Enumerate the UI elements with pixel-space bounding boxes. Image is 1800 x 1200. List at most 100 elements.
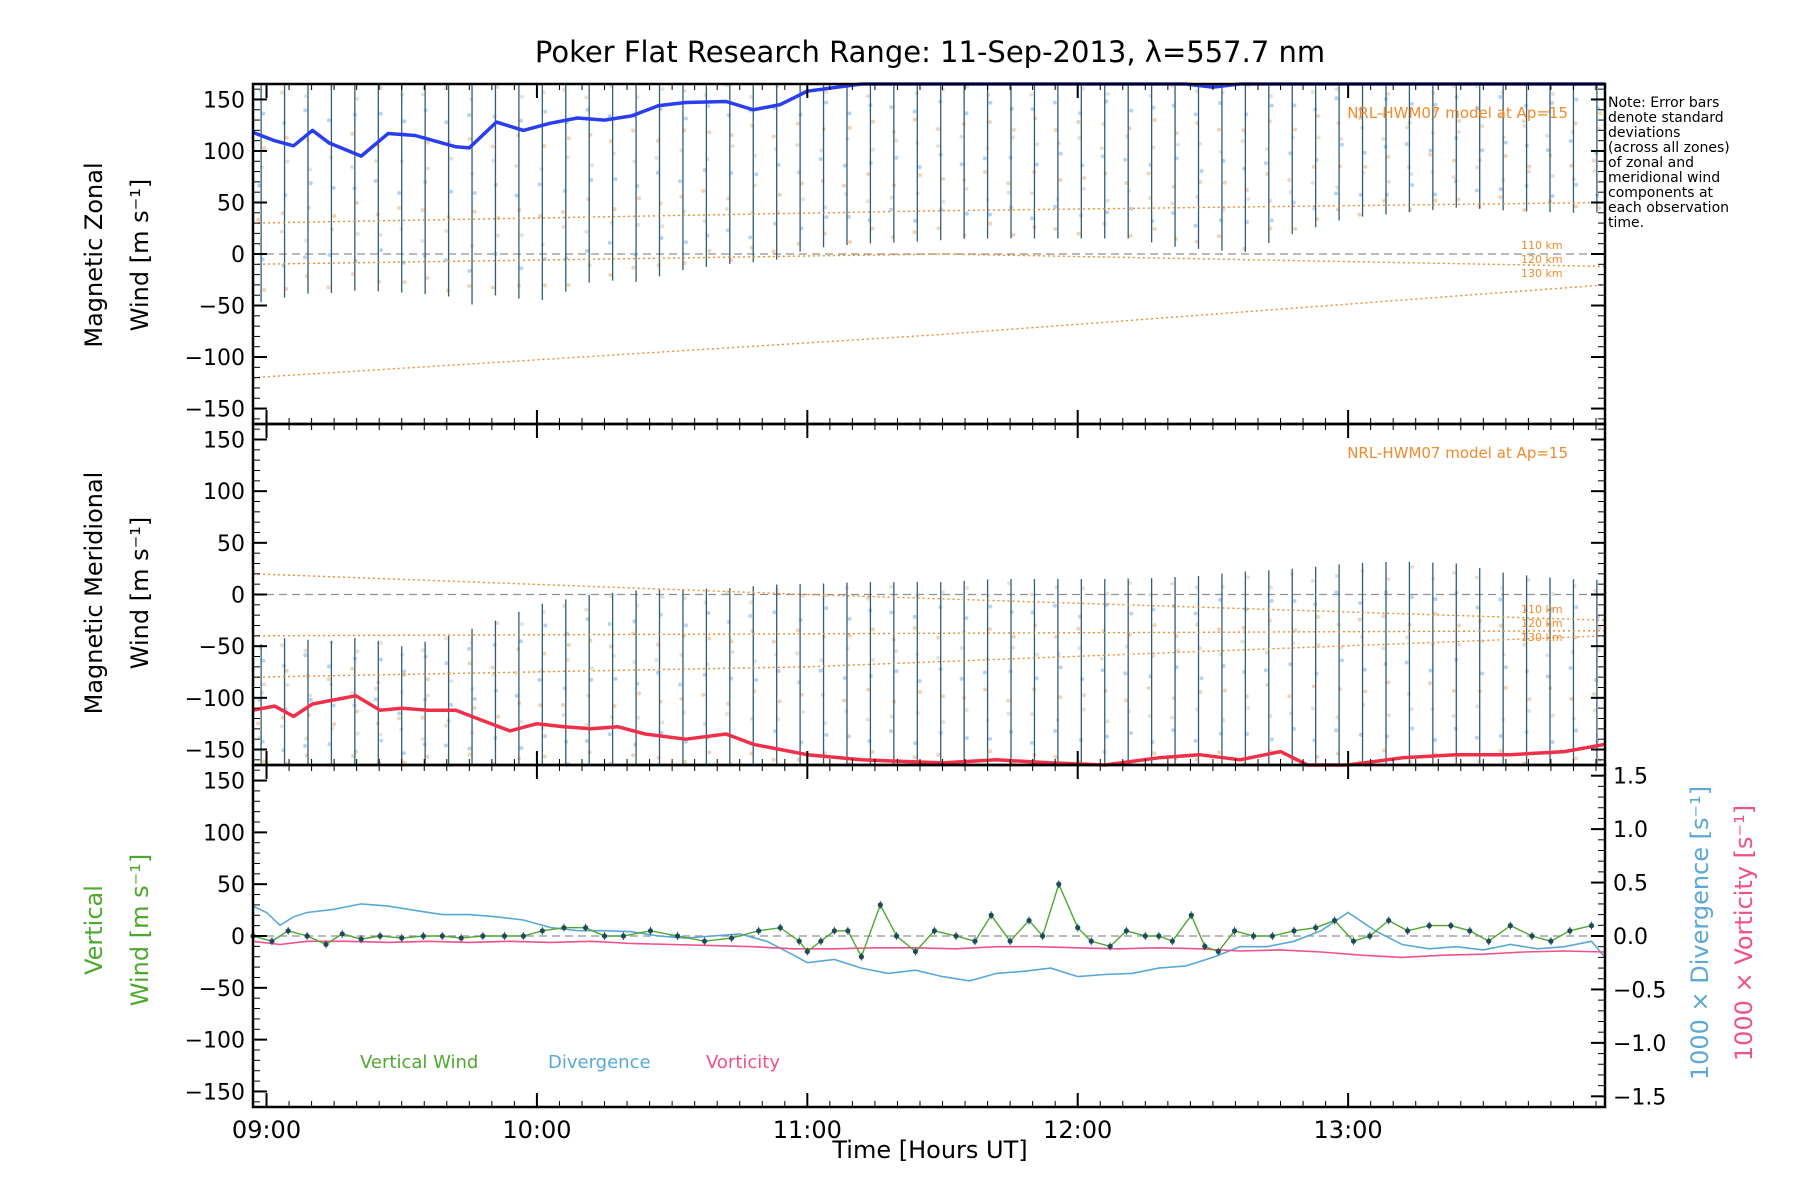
zone-sample-dot <box>537 677 542 682</box>
right-y-tick-label: 1.5 <box>1613 765 1648 790</box>
zone-sample-dot <box>631 753 636 758</box>
zone-sample-dot <box>1105 591 1110 596</box>
zone-sample-dot <box>584 229 589 234</box>
divergence-line <box>252 903 1606 982</box>
zone-sample-dot <box>660 87 665 92</box>
zone-sample-dot <box>1034 676 1039 681</box>
zone-sample-dot <box>262 287 267 292</box>
zone-sample-dot <box>824 593 829 598</box>
zone-sample-dot <box>1030 610 1035 615</box>
zone-sample-dot <box>941 720 946 725</box>
zone-sample-dot <box>1334 96 1339 101</box>
x-tick-labels: 09:00 10:00 11:00 12:00 13:00 <box>232 1116 1383 1144</box>
zone-sample-dot <box>682 261 687 266</box>
zone-sample-dot <box>402 669 407 674</box>
zone-sample-dot <box>1363 164 1368 169</box>
zone-sample-dot <box>1498 195 1503 200</box>
zone-sample-dot <box>1316 642 1321 647</box>
zone-sample-dot <box>449 189 454 194</box>
zone-sample-dot <box>1358 601 1363 606</box>
zone-sample-dot <box>607 240 612 245</box>
zone-sample-dot <box>1152 623 1157 628</box>
zone-sample-dot <box>542 754 547 759</box>
zone-sample-dot <box>257 698 262 703</box>
zone-sample-dot <box>1100 668 1105 673</box>
zone-sample-dot <box>707 130 712 135</box>
legend-vertical-wind: Vertical Wind <box>360 1052 478 1073</box>
zone-sample-dot <box>1357 116 1362 121</box>
model-line-120-km <box>252 201 1606 224</box>
zone-sample-dot <box>1035 142 1040 147</box>
zone-sample-dot <box>1358 732 1363 737</box>
zone-sample-dot <box>936 752 941 757</box>
zone-sample-dot <box>1545 133 1550 138</box>
y-tick-label: −50 <box>199 295 245 320</box>
ylabel-zonal-line2: Wind [m s⁻¹] <box>126 179 154 331</box>
zone-sample-dot <box>543 734 548 739</box>
zone-sample-dot <box>936 144 941 149</box>
zone-sample-dot <box>514 670 519 675</box>
vertical-wind-point <box>1291 928 1297 934</box>
zone-sample-dot <box>1592 691 1597 696</box>
zone-sample-dot <box>472 696 477 701</box>
zone-sample-dot <box>566 283 571 288</box>
note-text-block: Note: Error bars denote standard deviati… <box>1608 95 1730 231</box>
zone-sample-dot <box>402 119 407 124</box>
zone-sample-dot <box>1503 153 1508 158</box>
zone-sample-dot <box>913 218 918 223</box>
zone-sample-dot <box>303 108 308 113</box>
zone-sample-dot <box>1288 151 1293 156</box>
zone-sample-dot <box>1222 688 1227 693</box>
zone-sample-dot <box>1194 757 1199 762</box>
zone-sample-dot <box>495 621 500 626</box>
zone-sample-dot <box>256 721 261 726</box>
zone-sample-dot <box>350 272 355 277</box>
zone-sample-dot <box>280 211 285 216</box>
zone-sample-dot <box>1053 729 1058 734</box>
zone-sample-dot <box>865 94 870 99</box>
vertical-wind-point <box>858 954 865 960</box>
zone-sample-dot <box>1128 233 1133 238</box>
zone-sample-dot <box>472 209 477 214</box>
zone-sample-dot <box>1386 713 1391 718</box>
vertical-wind-point <box>1169 938 1175 944</box>
zone-sample-dot <box>1246 575 1251 580</box>
zone-sample-dot <box>1522 123 1527 128</box>
zone-sample-dot <box>1545 148 1550 153</box>
zone-sample-dot <box>449 156 454 161</box>
y-tick-label: −150 <box>185 739 245 764</box>
zone-sample-dot <box>819 148 824 153</box>
zone-sample-dot <box>824 90 829 95</box>
zone-sample-dot <box>443 743 448 748</box>
zone-sample-dot <box>1129 731 1134 736</box>
zone-sample-dot <box>1334 590 1339 595</box>
zone-sample-dot <box>936 127 941 132</box>
x-tick-label: 10:00 <box>502 1116 571 1144</box>
zone-sample-dot <box>823 721 828 726</box>
zone-sample-dot <box>1053 204 1058 209</box>
zone-sample-dot <box>514 693 519 698</box>
zone-sample-dot <box>1058 695 1063 700</box>
zone-sample-dot <box>1105 210 1110 215</box>
zone-sample-dot <box>373 159 378 164</box>
zone-sample-dot <box>988 749 993 754</box>
zone-sample-dot <box>846 734 851 739</box>
zone-sample-dot <box>1573 635 1578 640</box>
zone-sample-dot <box>1550 607 1555 612</box>
vertical-wind-point <box>804 948 810 955</box>
vertical-wind-point <box>1088 938 1094 944</box>
zone-sample-dot <box>889 610 894 615</box>
zone-sample-dot <box>1404 635 1409 640</box>
y-tick-label: 150 <box>203 770 245 795</box>
zone-sample-dot <box>350 131 355 136</box>
zone-sample-dot <box>1127 126 1132 131</box>
zone-sample-dot <box>612 704 617 709</box>
note-line: each observation <box>1608 200 1729 216</box>
zone-sample-dot <box>1288 662 1293 667</box>
zone-sample-dot <box>1550 174 1555 179</box>
zone-sample-dot <box>964 111 969 116</box>
zone-sample-dot <box>589 677 594 682</box>
zone-sample-dot <box>1428 152 1433 157</box>
zone-sample-dot <box>1596 648 1601 653</box>
zone-sample-dot <box>1053 634 1058 639</box>
